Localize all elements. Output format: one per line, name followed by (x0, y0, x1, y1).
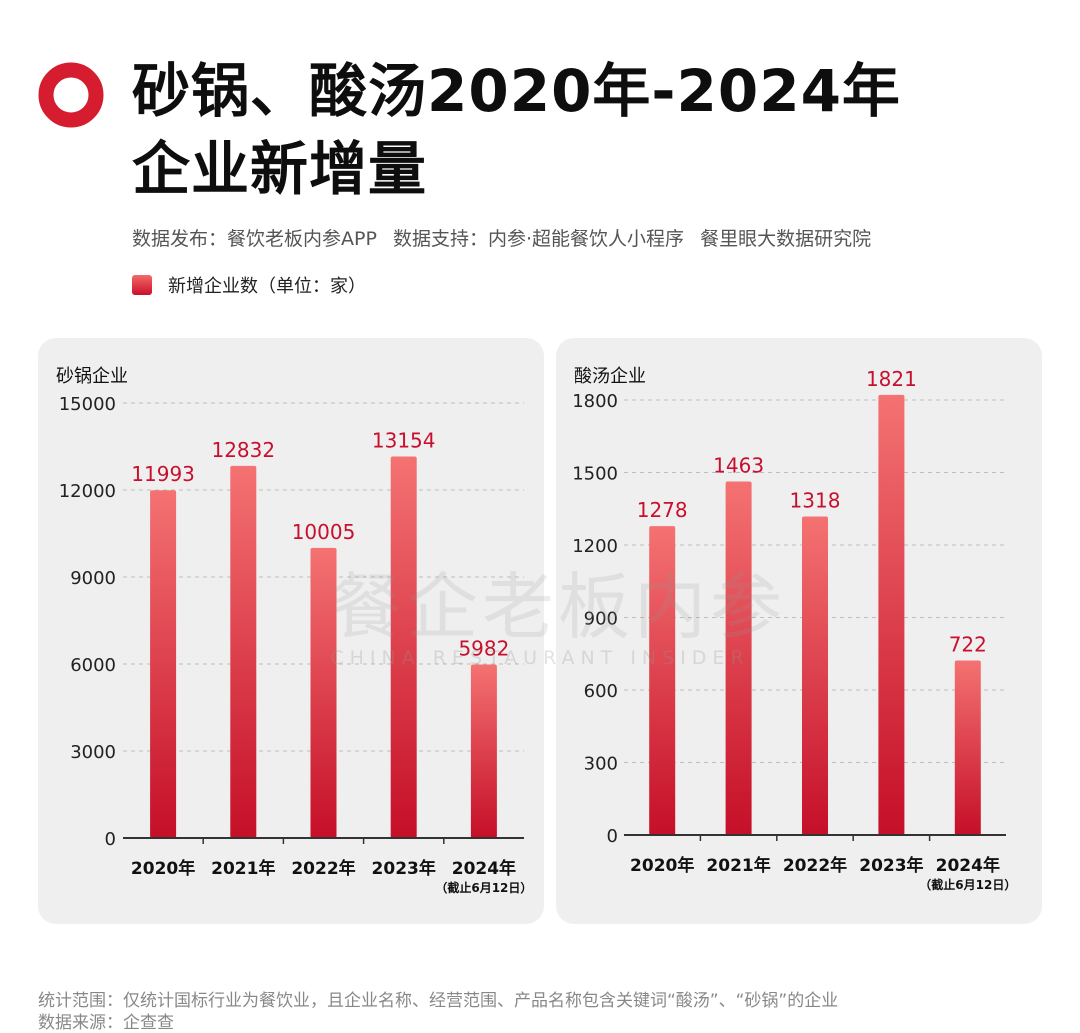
bar (878, 394, 905, 835)
bar (390, 456, 417, 838)
source-institute: 餐里眼大数据研究院 (700, 228, 872, 250)
y-tick-label: 15000 (59, 394, 116, 415)
bar (649, 526, 676, 835)
bar-value-label: 722 (949, 633, 987, 657)
title-line-1: 砂锅、酸汤2020年-2024年 (132, 57, 901, 125)
y-tick-label: 1800 (572, 391, 618, 412)
bar (954, 660, 981, 835)
footnote-scope: 统计范围：仅统计国标行业为餐饮业，且企业名称、经营范围、产品名称包含关键词“酸汤… (38, 991, 839, 1011)
chart-casserole: 砂锅企业 0 3000 6000 9000 12000 15000 11993 2020年 128… (56, 366, 532, 895)
bar-value-label: 11993 (131, 462, 195, 486)
y-tick-label: 12000 (59, 481, 116, 502)
x-tick-label: 2021年 (211, 858, 275, 879)
bar (310, 547, 337, 838)
bar-value-label: 10005 (292, 520, 356, 544)
legend-swatch (132, 275, 152, 295)
x-tick-label: 2022年 (783, 855, 847, 876)
x-tick-label: 2024年 (452, 858, 516, 879)
y-tick-label: 900 (584, 609, 618, 630)
bar (725, 481, 752, 835)
y-tick-label: 0 (105, 829, 116, 850)
y-tick-label: 9000 (70, 568, 116, 589)
x-tick-note: （截止6月12日） (919, 877, 1016, 892)
bar-value-label: 1463 (713, 453, 764, 477)
bar (150, 490, 177, 838)
y-tick-label: 1500 (572, 464, 618, 485)
x-tick-note: （截止6月12日） (435, 880, 532, 895)
bar-value-label: 1278 (637, 498, 688, 522)
x-tick-label: 2020年 (131, 858, 195, 879)
y-tick-label: 3000 (70, 742, 116, 763)
bar-value-label: 5982 (458, 637, 509, 661)
y-tick-label: 1200 (572, 536, 618, 557)
legend-label: 新增企业数（单位：家） (168, 276, 366, 297)
y-tick-label: 6000 (70, 655, 116, 676)
bar (802, 516, 828, 835)
bar (470, 664, 497, 838)
ring-icon (38, 62, 104, 128)
bar-value-label: 1318 (790, 488, 841, 512)
y-tick-label: 300 (584, 754, 618, 775)
source-publisher: 数据发布：餐饮老板内参APP (132, 228, 377, 250)
chart-title: 砂锅企业 (56, 366, 128, 387)
y-tick-label: 0 (607, 826, 618, 847)
bar (230, 465, 257, 838)
x-tick-label: 2021年 (706, 855, 770, 876)
title-line-2: 企业新增量 (132, 135, 428, 203)
bar-value-label: 1821 (866, 367, 917, 391)
x-tick-label: 2023年 (372, 858, 436, 879)
source-line: 数据发布：餐饮老板内参APP 数据支持：内参·超能餐饮人小程序 餐里眼大数据研究… (132, 224, 871, 251)
x-tick-label: 2022年 (291, 858, 355, 879)
chart-panel-casserole: 砂锅企业 0 3000 6000 9000 12000 15000 11993 2020年 128… (38, 338, 544, 924)
bar-value-label: 12832 (211, 438, 275, 462)
footnote-source: 数据来源：企查查 (38, 1013, 174, 1033)
chart-title: 酸汤企业 (574, 366, 646, 387)
x-tick-label: 2024年 (936, 855, 1000, 876)
bar-value-label: 13154 (372, 429, 436, 453)
y-tick-label: 600 (584, 681, 618, 702)
x-tick-label: 2023年 (859, 855, 923, 876)
x-tick-label: 2020年 (630, 855, 694, 876)
chart-sour-soup: 酸汤企业 0 300 600 900 1200 1500 1800 1278 2020年 1463 2… (572, 366, 1016, 892)
chart-panel-sour-soup: 酸汤企业 0 300 600 900 1200 1500 1800 1278 2020年 1463 2… (556, 338, 1042, 924)
legend: 新增企业数（单位：家） (132, 272, 366, 298)
source-support: 数据支持：内参·超能餐饮人小程序 (392, 228, 685, 250)
